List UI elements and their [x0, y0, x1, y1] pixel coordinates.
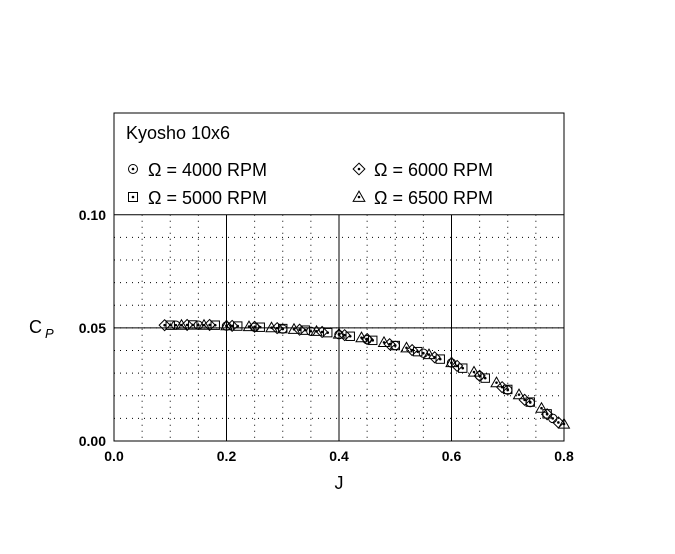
y-tick-label: 0.00 — [79, 433, 106, 449]
data-point — [220, 319, 233, 331]
legend-area: Kyosho 10x6 Ω = 4000 RPM Ω = 5000 RPM Ω = … — [115, 114, 563, 214]
series-2 — [158, 318, 565, 429]
legend-entry: Ω = 5000 RPM — [128, 188, 267, 208]
y-tick-label: 0.10 — [79, 207, 106, 223]
data-point — [345, 331, 355, 341]
legend-entry: Ω = 6500 RPM — [352, 188, 493, 208]
data-point — [512, 388, 526, 400]
data-point — [197, 318, 211, 330]
data-point — [413, 346, 423, 357]
data-point — [265, 321, 278, 333]
legend-entry: Ω = 6000 RPM — [352, 160, 493, 180]
y-axis-label: C P — [29, 317, 54, 341]
data-point — [525, 397, 535, 407]
data-point — [535, 401, 548, 413]
data-point — [467, 365, 481, 377]
data-point — [338, 328, 351, 342]
y-tick-label: 0.05 — [79, 320, 106, 336]
data-point — [503, 384, 513, 395]
data-point — [458, 363, 468, 373]
legend-marker-square-dot-icon — [128, 192, 138, 202]
data-point — [332, 327, 346, 339]
legend-label: Ω = 4000 RPM — [148, 160, 267, 180]
data-point — [490, 376, 503, 388]
data-point — [557, 417, 571, 429]
data-point — [175, 318, 188, 330]
data-point — [158, 319, 171, 332]
chart-title: Kyosho 10x6 — [126, 123, 230, 143]
y-axis-label-subscript: P — [45, 326, 54, 341]
x-tick-label: 0.0 — [104, 448, 124, 464]
y-axis-label-main: C — [29, 317, 42, 337]
legend-label: Ω = 5000 RPM — [148, 188, 267, 208]
data-point — [360, 332, 374, 346]
x-tick-label: 0.6 — [442, 448, 462, 464]
data-point — [355, 331, 368, 343]
series-3 — [175, 318, 571, 429]
plot-frame — [113, 112, 565, 442]
data-point — [287, 322, 301, 334]
data-point — [310, 324, 323, 336]
data-point — [400, 341, 413, 353]
data-point — [418, 348, 429, 358]
x-tick-label: 0.4 — [329, 448, 349, 464]
legend-marker-triangle-dot-icon — [352, 190, 366, 202]
x-tick-label: 0.8 — [554, 448, 574, 464]
data-point — [242, 320, 256, 332]
data-point — [377, 335, 391, 347]
data-point — [435, 354, 445, 364]
data-point — [480, 373, 490, 383]
legend-marker-circle-dot-icon — [128, 164, 138, 174]
data-point — [445, 356, 458, 368]
x-tick-label: 0.2 — [217, 448, 237, 464]
x-axis-label: J — [335, 473, 344, 493]
legend-label: Ω = 6500 RPM — [374, 188, 493, 208]
data-point — [422, 348, 436, 360]
legend-background — [115, 114, 563, 214]
legend-label: Ω = 6000 RPM — [374, 160, 493, 180]
legend-marker-diamond-dot-icon — [352, 162, 366, 176]
data-points — [158, 318, 571, 429]
legend-entry: Ω = 4000 RPM — [128, 160, 267, 180]
series-1 — [165, 320, 552, 419]
data-point — [428, 351, 441, 364]
